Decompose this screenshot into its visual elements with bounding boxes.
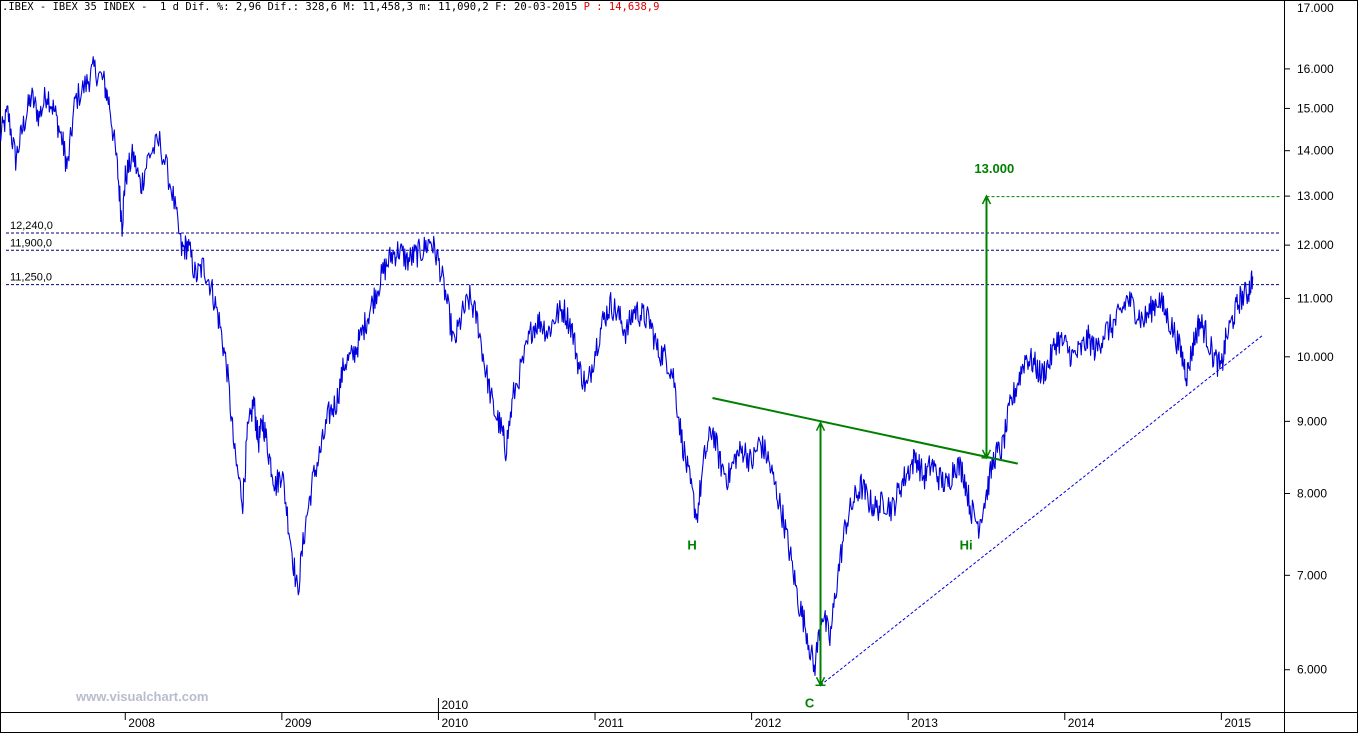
level-label: 12,240,0 (10, 220, 53, 232)
header-info: .IBEX - IBEX 35 INDEX - 1 d Dif. %: 2,96… (2, 1, 584, 13)
level-label: 11,250,0 (10, 272, 52, 284)
y-tick-label: 8.000 (1297, 487, 1327, 501)
y-tick-label-top: 17.000 (1297, 1, 1334, 15)
x-extra-label: 2010 (441, 698, 468, 712)
x-tick-label: 2011 (598, 716, 624, 730)
x-tick-label: 2015 (1224, 716, 1251, 730)
arrow-head (815, 421, 826, 432)
annotation-label: 13.000 (974, 161, 1014, 176)
price-series-line (0, 56, 1254, 676)
y-tick-label: 10.000 (1297, 350, 1334, 364)
arrow-head (981, 194, 992, 205)
support-trendline (820, 335, 1263, 686)
annotation-label: H (687, 538, 696, 553)
y-tick-label: 14.000 (1297, 144, 1334, 158)
y-tick-label: 9.000 (1297, 414, 1327, 428)
annotation-label: C (805, 696, 815, 711)
header-last-price: P : 14,638,9 (583, 1, 660, 13)
y-tick-label: 7.000 (1297, 568, 1327, 582)
y-tick-label: 6.000 (1297, 663, 1327, 677)
y-tick-label: 16.000 (1297, 62, 1334, 76)
y-tick-label: 13.000 (1297, 189, 1334, 203)
x-tick-label: 2010 (441, 716, 468, 730)
y-tick-label: 11.000 (1297, 291, 1333, 305)
x-tick-label: 2013 (911, 716, 938, 730)
x-tick-label: 2008 (128, 716, 155, 730)
x-tick-label: 2012 (755, 716, 782, 730)
neckline (712, 397, 1019, 465)
x-tick-label: 2014 (1068, 716, 1095, 730)
annotation-label: Hi (960, 538, 973, 553)
x-tick-label: 2009 (285, 716, 312, 730)
y-tick-label: 12.000 (1297, 238, 1334, 252)
y-tick-label: 15.000 (1297, 101, 1334, 115)
watermark: www.visualchart.com (76, 689, 209, 704)
level-label: 11,900,0 (10, 237, 52, 249)
chart-header: .IBEX - IBEX 35 INDEX - 1 d Dif. %: 2,96… (2, 1, 659, 13)
